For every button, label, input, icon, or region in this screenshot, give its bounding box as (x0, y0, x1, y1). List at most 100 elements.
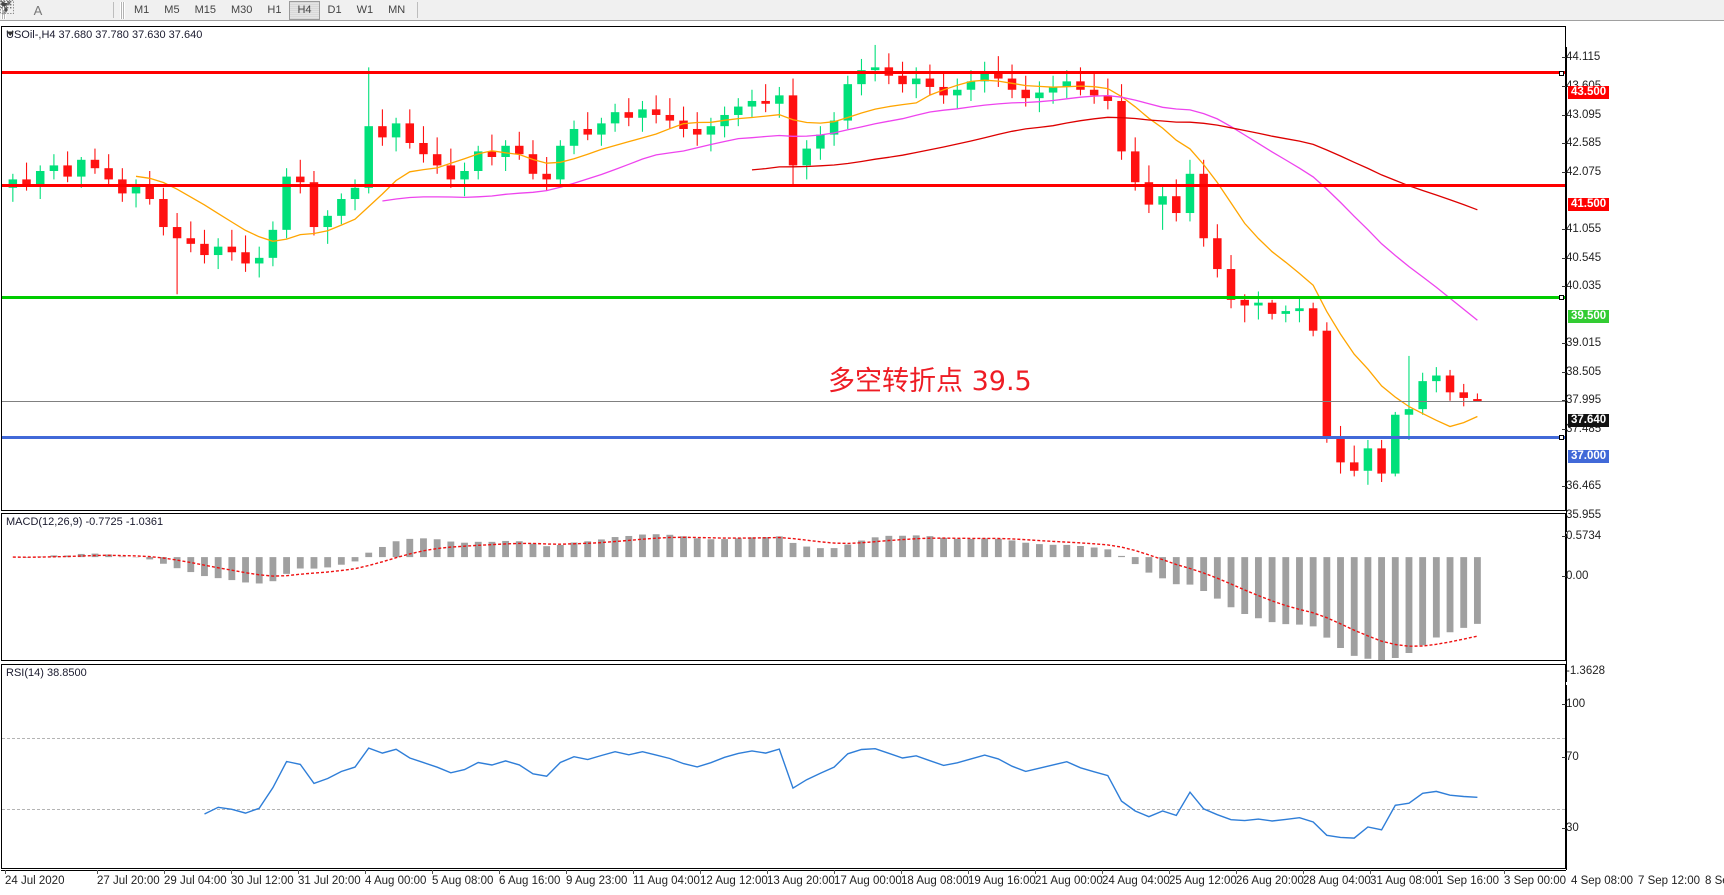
symbol-header-text: USOil-,H4 37.680 37.780 37.630 37.640 (6, 29, 203, 41)
rsi-tick-70: 70 (1562, 751, 1579, 764)
price-tick-36.465: 36.465 (1561, 480, 1602, 493)
time-tick-13 (901, 870, 902, 874)
line-anchor-handle-1[interactable] (1559, 70, 1564, 76)
rsi-plot (204, 747, 1478, 839)
time-tick-1 (97, 870, 98, 874)
time-label-3: 30 Jul 12:00 (231, 875, 294, 887)
timeframe-button-h4[interactable]: H4 (289, 0, 320, 20)
price-axis-border (1566, 47, 1567, 532)
macd-axis-border (1566, 534, 1567, 682)
macd-tick--1.3628: -1.3628 (1561, 664, 1606, 677)
timeframe-button-m30[interactable]: M30 (230, 4, 253, 16)
macd-signal-line (12, 536, 1478, 647)
time-tick-16 (1102, 870, 1103, 874)
resistance-line-41500[interactable] (2, 183, 1565, 187)
time-tick-12 (834, 870, 835, 874)
dropdown-arrow-icon[interactable] (1, 1, 108, 20)
macd-tick-0.00: 0.00 (1561, 570, 1589, 583)
timeframe-button-w1[interactable]: W1 (356, 4, 374, 16)
text-a-icon[interactable]: A (28, 1, 48, 20)
price-tick-44.115: 44.115 (1561, 51, 1601, 64)
price-tick-35.955: 35.955 (1561, 508, 1602, 521)
last-price-line[interactable] (2, 400, 1565, 402)
time-tick-14 (968, 870, 969, 874)
price-tick-42.585: 42.585 (1561, 137, 1602, 150)
time-label-6: 5 Aug 08:00 (432, 875, 494, 887)
chart-window[interactable]: USOil-,H4 37.680 37.780 37.630 37.640 44… (0, 21, 1724, 895)
time-label-16: 24 Aug 04:00 (1102, 875, 1170, 887)
price-tick-42.075: 42.075 (1561, 165, 1602, 178)
last-price-tag[interactable]: 37.640 (1568, 414, 1610, 428)
rsi-panel[interactable]: RSI(14) 38.8500 (1, 664, 1566, 869)
timeframe-button-h1[interactable]: H1 (267, 4, 282, 16)
time-tick-19 (1303, 870, 1304, 874)
resistance-41500-tag[interactable]: 41.500 (1568, 198, 1610, 211)
rsi-label: RSI(14) 38.8500 (6, 667, 87, 679)
time-tick-7 (499, 870, 500, 874)
svg-text:F: F (3, 11, 7, 16)
symbol-header: USOil-,H4 37.680 37.780 37.630 37.640 (6, 29, 202, 41)
toolbar-grip-2[interactable] (120, 1, 125, 19)
time-label-0: 24 Jul 2020 (5, 875, 65, 887)
time-label-14: 19 Aug 16:00 (968, 875, 1036, 887)
toolbar-grip-1[interactable] (1, 1, 6, 19)
time-label-19: 28 Aug 04:00 (1303, 875, 1371, 887)
time-label-7: 6 Aug 16:00 (499, 875, 561, 887)
timeframe-button-d1[interactable]: D1 (327, 4, 342, 16)
line-anchor-handle-2[interactable] (1559, 295, 1564, 301)
time-tick-10 (700, 870, 701, 874)
line-anchor-handle-3[interactable] (1559, 435, 1564, 441)
time-label-13: 18 Aug 08:00 (901, 875, 969, 887)
timeframe-button-m1[interactable]: M1 (134, 4, 150, 16)
resistance-43500-tag[interactable]: 43.500 (1568, 85, 1610, 99)
time-label-25: 8 Sep 20:00 (1705, 875, 1724, 887)
support-line-39500[interactable] (2, 295, 1565, 299)
time-tick-0 (5, 870, 6, 874)
time-axis-line (1, 870, 1566, 871)
time-tick-21 (1437, 870, 1438, 874)
time-label-24: 7 Sep 12:00 (1638, 875, 1701, 887)
time-label-11: 13 Aug 20:00 (767, 875, 835, 887)
time-tick-9 (633, 870, 634, 874)
text-a-glyph: A (33, 2, 43, 18)
time-tick-20 (1370, 870, 1371, 874)
time-label-15: 21 Aug 00:00 (1035, 875, 1103, 887)
target-line-37000[interactable] (2, 435, 1565, 439)
time-label-10: 12 Aug 12:00 (700, 875, 768, 887)
objects-icon[interactable] (1, 0, 88, 20)
time-label-17: 25 Aug 12:00 (1169, 875, 1237, 887)
price-tick-41.055: 41.055 (1561, 222, 1602, 235)
time-label-4: 31 Jul 20:00 (298, 875, 361, 887)
triangle-down-icon[interactable] (6, 29, 15, 38)
price-tick-43.095: 43.095 (1561, 108, 1602, 121)
timeframe-button-m15[interactable]: M15 (194, 4, 216, 16)
time-label-22: 3 Sep 00:00 (1504, 875, 1567, 887)
timeframe-button-m5[interactable]: M5 (164, 4, 180, 16)
rsi-level-30 (2, 808, 1565, 810)
text-label-icon[interactable]: T (0, 0, 68, 20)
rsi-axis-border (1566, 685, 1567, 890)
time-label-12: 17 Aug 00:00 (834, 875, 902, 887)
support-39500-tag[interactable]: 39.500 (1568, 310, 1610, 324)
time-tick-5 (365, 870, 366, 874)
macd-panel[interactable]: MACD(12,26,9) -0.7725 -1.0361 (1, 513, 1566, 661)
resistance-line-43500[interactable] (2, 71, 1565, 75)
toolbar-separator-2 (417, 2, 419, 18)
timeframe-button-mn[interactable]: MN (388, 4, 406, 16)
time-tick-18 (1236, 870, 1237, 874)
price-tick-40.545: 40.545 (1561, 251, 1602, 264)
time-tick-8 (566, 870, 567, 874)
main-price-panel[interactable]: USOil-,H4 37.680 37.780 37.630 37.640 (1, 26, 1566, 511)
timeframe-button-group: M1 M5 M15 M30 H1 H4 D1 W1 MN (127, 0, 412, 20)
time-tick-4 (298, 870, 299, 874)
rsi-tick-100: 100 (1561, 698, 1586, 710)
rsi-tick-30: 30 (1562, 821, 1579, 834)
time-tick-22 (1504, 870, 1505, 874)
price-tick-40.035: 40.035 (1561, 280, 1602, 293)
target-37000-tag[interactable]: 37.000 (1568, 450, 1610, 464)
rsi-level-70 (2, 738, 1565, 740)
time-tick-11 (767, 870, 768, 874)
time-label-20: 31 Aug 08:00 (1370, 875, 1438, 887)
macd-plot (12, 534, 1481, 660)
time-axis[interactable]: 24 Jul 2020 27 Jul 20:00 29 Jul 04:00 30 Ju… (1, 870, 1724, 895)
